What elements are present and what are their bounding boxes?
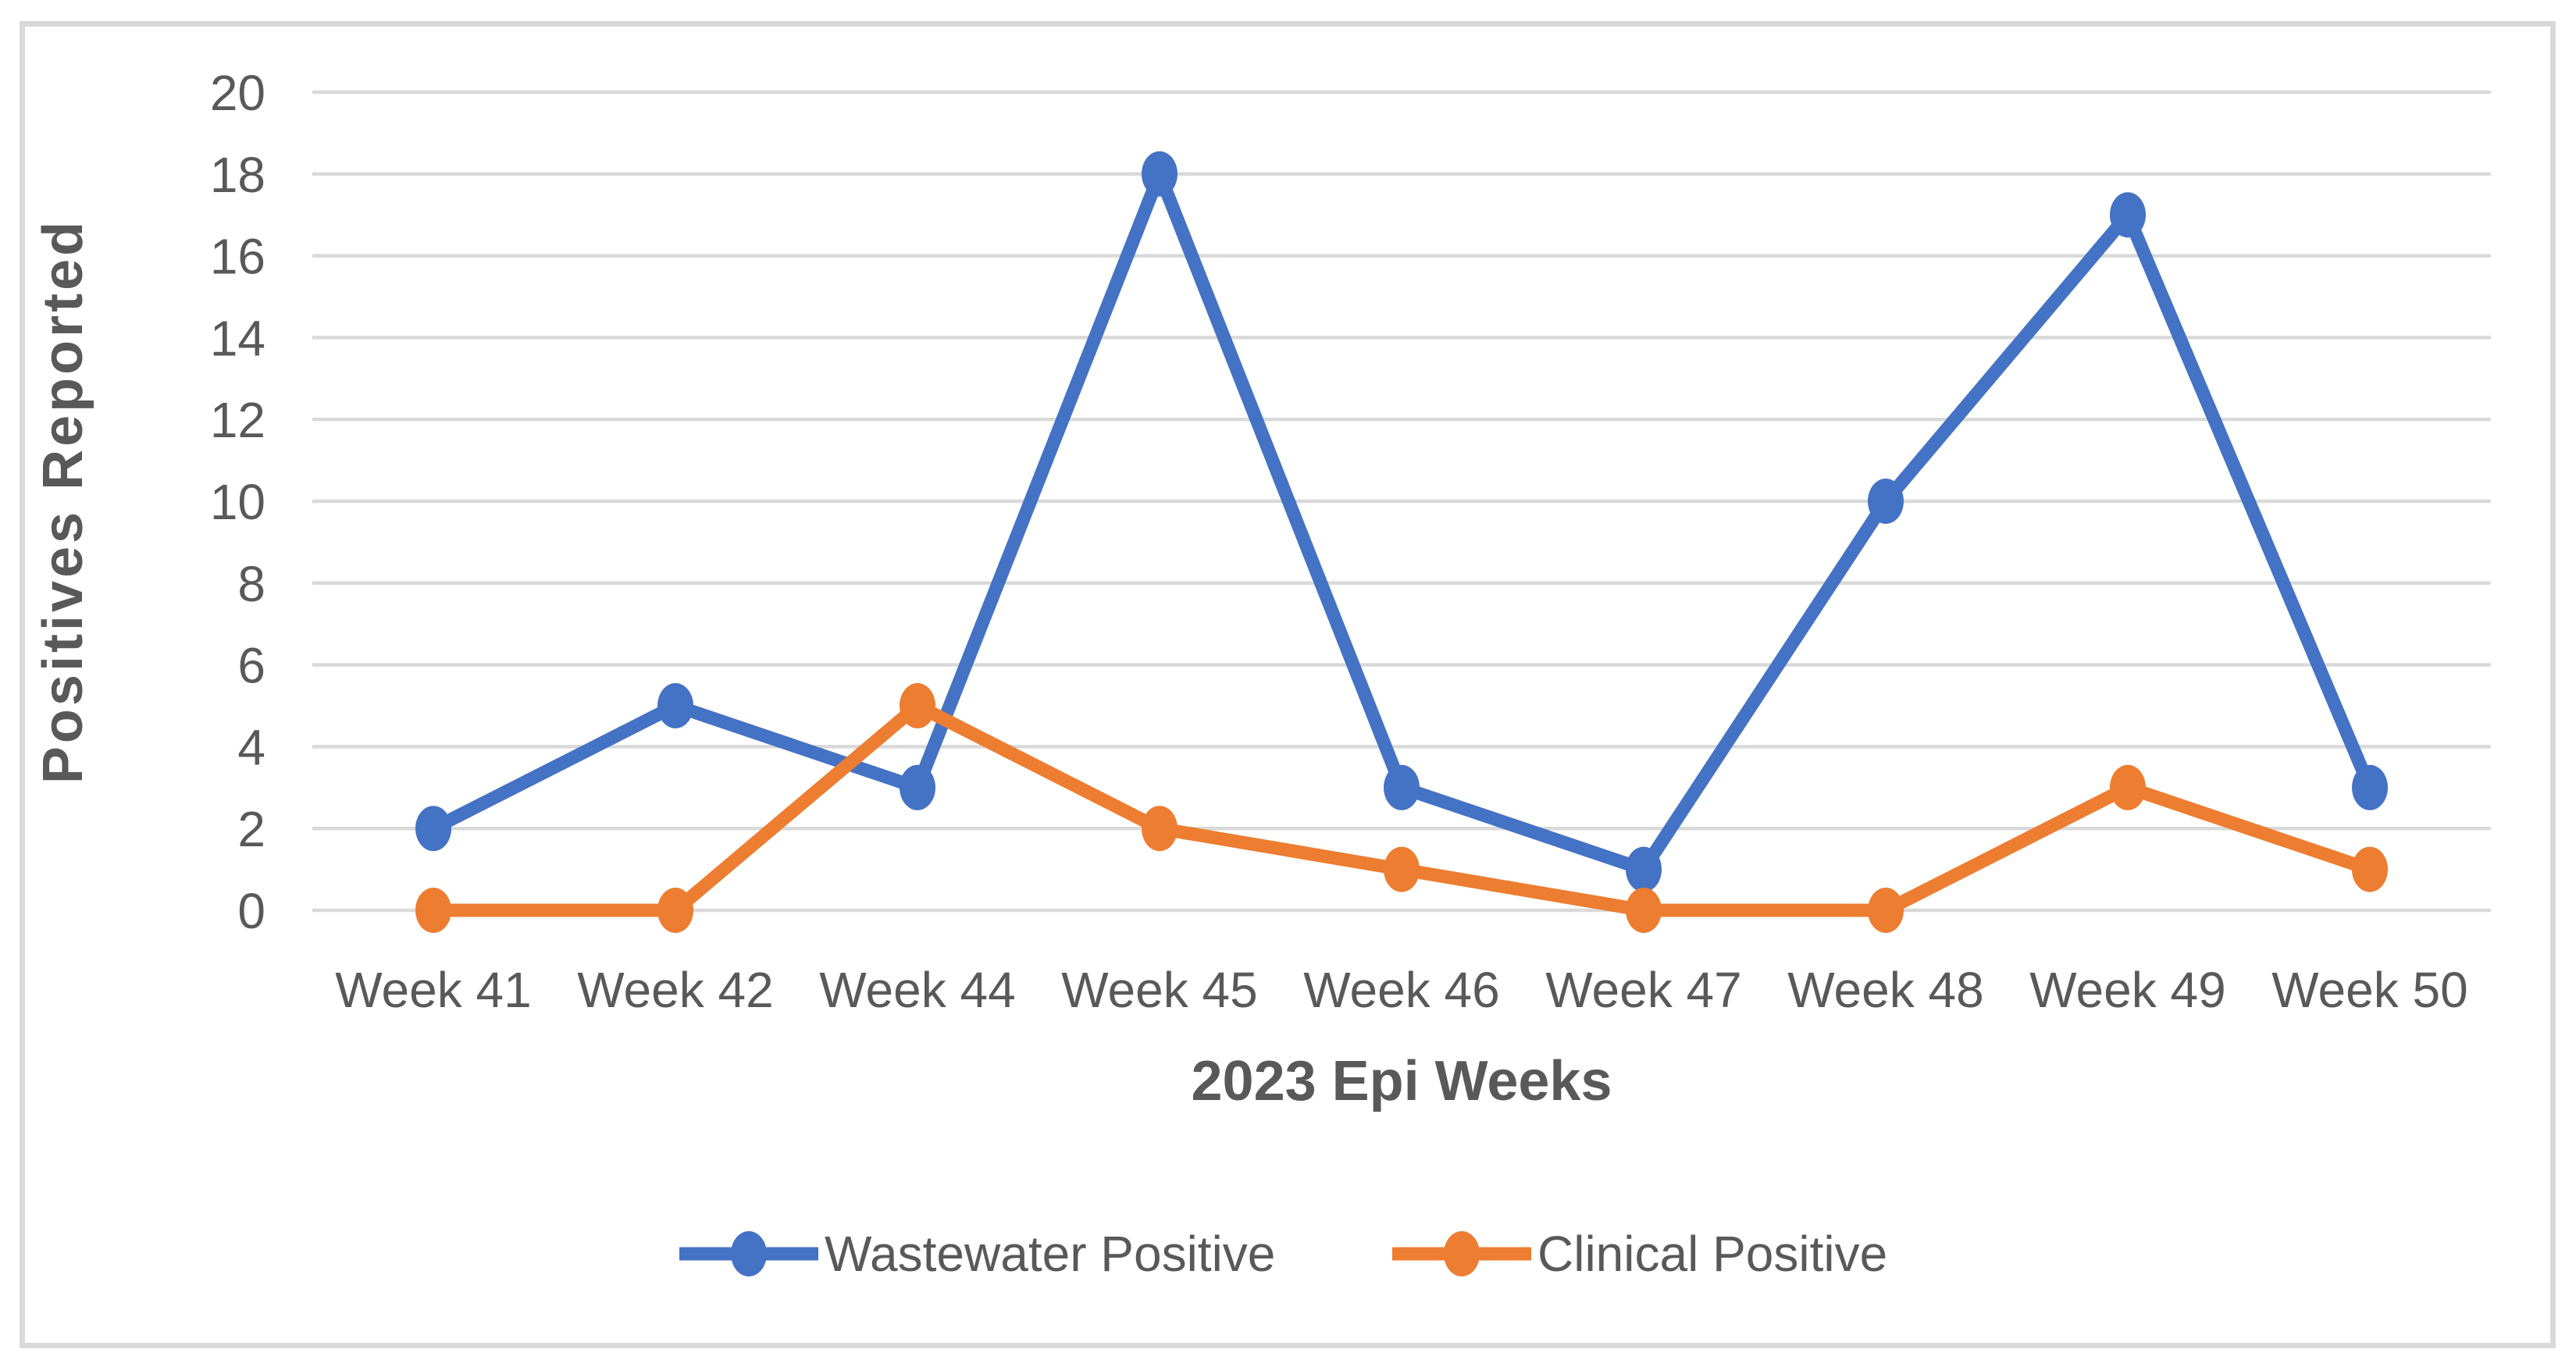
y-axis-tick-label: 8: [237, 556, 265, 612]
x-axis-tick-label: Week 42: [577, 962, 773, 1018]
data-point-marker: [900, 683, 935, 728]
data-point-marker: [2352, 764, 2388, 810]
x-axis-title: 2023 Epi Weeks: [1191, 1050, 1612, 1112]
data-point-marker: [2352, 846, 2388, 892]
legend-item-wastewater-positive: Wastewater Positive: [679, 1226, 1275, 1282]
data-point-marker: [1142, 806, 1178, 852]
x-axis-tick-label: Week 41: [335, 962, 531, 1018]
y-axis-tick-label: 2: [237, 801, 265, 857]
x-axis-tick-labels: Week 41 Week 42 Week 44 Week 45 Week 46 Week …: [335, 962, 2467, 1018]
data-point-marker: [415, 888, 451, 933]
x-axis-tick-label: Week 48: [1787, 962, 1983, 1018]
y-axis-tick-label: 4: [237, 719, 265, 775]
y-axis-tick-label: 20: [210, 65, 265, 121]
y-axis-title: Positives Reported: [32, 219, 94, 784]
data-point-marker: [1626, 846, 1662, 892]
y-axis-tick-label: 6: [237, 638, 265, 694]
x-axis-tick-label: Week 47: [1545, 962, 1741, 1018]
series-wastewater-positive: [415, 151, 2388, 892]
data-point-marker: [1142, 151, 1178, 197]
data-point-marker: [1384, 846, 1420, 892]
legend: Wastewater Positive Clinical Positive: [679, 1226, 1887, 1282]
x-axis-tick-label: Week 49: [2029, 962, 2225, 1018]
legend-item-clinical-positive: Clinical Positive: [1392, 1226, 1887, 1282]
data-point-marker: [2110, 764, 2146, 810]
legend-label: Clinical Positive: [1537, 1226, 1887, 1282]
series-clinical-positive: [415, 683, 2388, 933]
y-axis-tick-label: 0: [237, 883, 265, 939]
x-axis-tick-label: Week 45: [1061, 962, 1257, 1018]
x-axis-tick-label: Week 50: [2271, 962, 2467, 1018]
legend-key-marker: [731, 1231, 767, 1276]
x-axis-tick-label: Week 46: [1303, 962, 1499, 1018]
data-point-marker: [657, 683, 693, 728]
data-point-marker: [1868, 479, 1904, 524]
data-point-marker: [415, 806, 451, 852]
y-axis-tick-label: 12: [210, 392, 265, 448]
y-axis-tick-label: 16: [210, 229, 265, 285]
data-point-marker: [1384, 764, 1420, 810]
legend-key-marker: [1444, 1231, 1480, 1276]
legend-label: Wastewater Positive: [825, 1226, 1275, 1282]
y-axis-tick-labels: 0 2 4 6 8 10 12 14 16 18 20: [210, 65, 265, 939]
y-axis-tick-label: 14: [210, 310, 265, 366]
data-point-marker: [900, 764, 935, 810]
data-point-marker: [2110, 192, 2146, 238]
y-axis-tick-label: 18: [210, 147, 265, 203]
data-point-marker: [657, 888, 693, 933]
x-axis-tick-label: Week 44: [819, 962, 1015, 1018]
y-axis-tick-label: 10: [210, 474, 265, 530]
data-series-group: [415, 151, 2388, 933]
data-point-marker: [1626, 888, 1662, 933]
data-point-marker: [1868, 888, 1904, 933]
